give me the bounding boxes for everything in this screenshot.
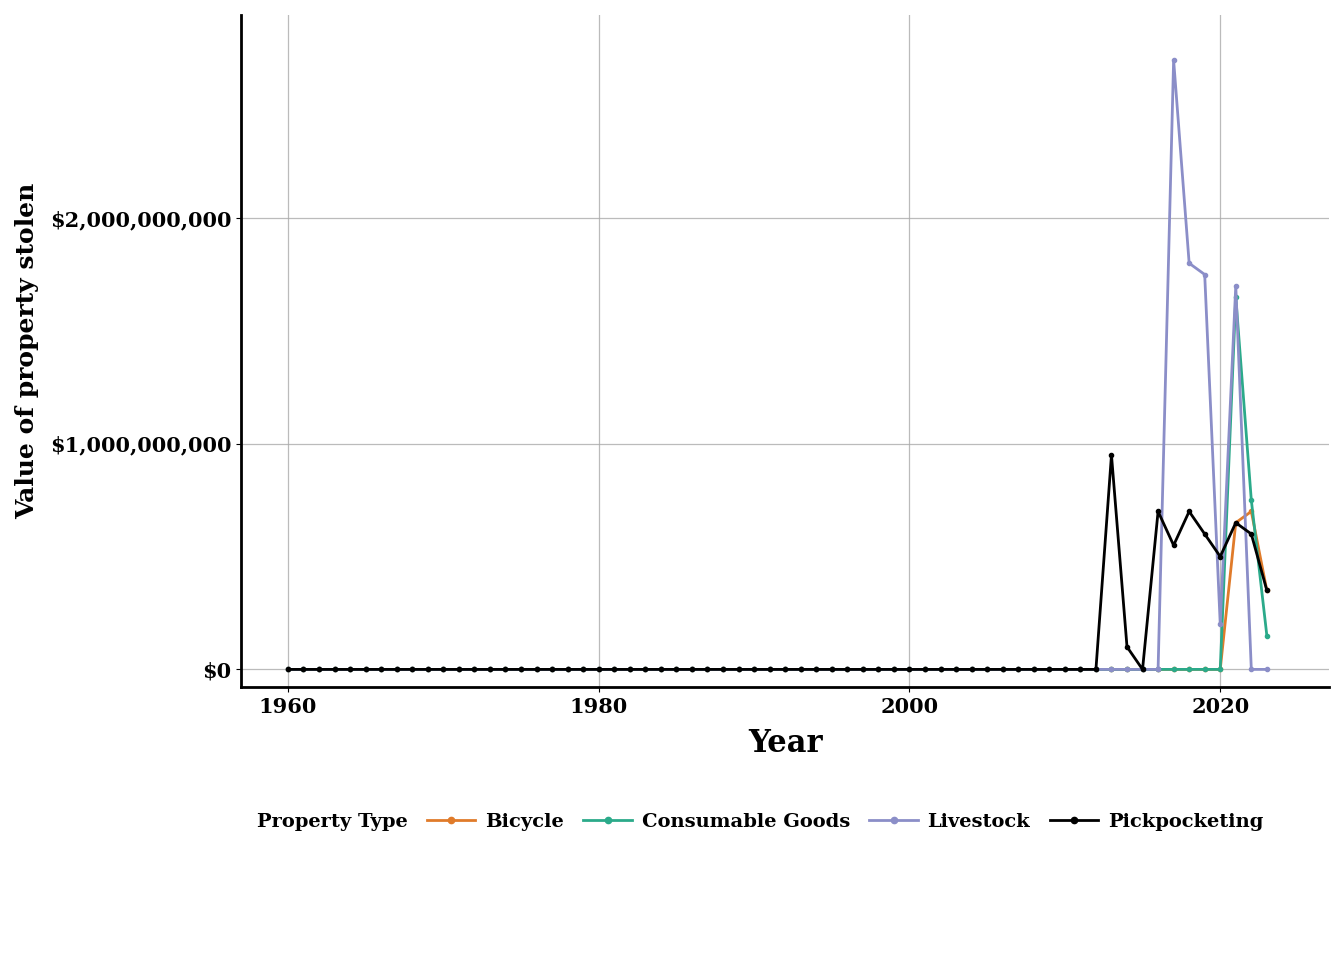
Consumable Goods: [902, 663, 918, 675]
Livestock: [1165, 55, 1181, 66]
Pickpocketing: [684, 663, 700, 675]
Bicycle: [1243, 506, 1259, 517]
Pickpocketing: [824, 663, 840, 675]
Consumable Goods: [824, 663, 840, 675]
Line: Livestock: Livestock: [286, 58, 1269, 671]
Livestock: [762, 663, 778, 675]
Pickpocketing: [1259, 585, 1275, 596]
Line: Pickpocketing: Pickpocketing: [286, 453, 1269, 671]
Pickpocketing: [405, 663, 421, 675]
X-axis label: Year: Year: [747, 729, 823, 759]
Bicycle: [405, 663, 421, 675]
Livestock: [280, 663, 296, 675]
Consumable Goods: [1259, 630, 1275, 641]
Livestock: [902, 663, 918, 675]
Livestock: [405, 663, 421, 675]
Bicycle: [1259, 585, 1275, 596]
Consumable Goods: [280, 663, 296, 675]
Line: Bicycle: Bicycle: [286, 510, 1269, 671]
Livestock: [684, 663, 700, 675]
Line: Consumable Goods: Consumable Goods: [286, 295, 1269, 671]
Bicycle: [824, 663, 840, 675]
Consumable Goods: [684, 663, 700, 675]
Y-axis label: Value of property stolen: Value of property stolen: [15, 183, 39, 519]
Pickpocketing: [917, 663, 933, 675]
Bicycle: [762, 663, 778, 675]
Pickpocketing: [280, 663, 296, 675]
Consumable Goods: [1227, 291, 1243, 302]
Pickpocketing: [902, 663, 918, 675]
Consumable Goods: [917, 663, 933, 675]
Consumable Goods: [762, 663, 778, 675]
Bicycle: [917, 663, 933, 675]
Livestock: [1259, 663, 1275, 675]
Pickpocketing: [762, 663, 778, 675]
Livestock: [917, 663, 933, 675]
Livestock: [824, 663, 840, 675]
Bicycle: [280, 663, 296, 675]
Consumable Goods: [405, 663, 421, 675]
Bicycle: [684, 663, 700, 675]
Legend: Property Type, Bicycle, Consumable Goods, Livestock, Pickpocketing: Property Type, Bicycle, Consumable Goods…: [191, 804, 1271, 838]
Bicycle: [902, 663, 918, 675]
Pickpocketing: [1103, 449, 1120, 461]
